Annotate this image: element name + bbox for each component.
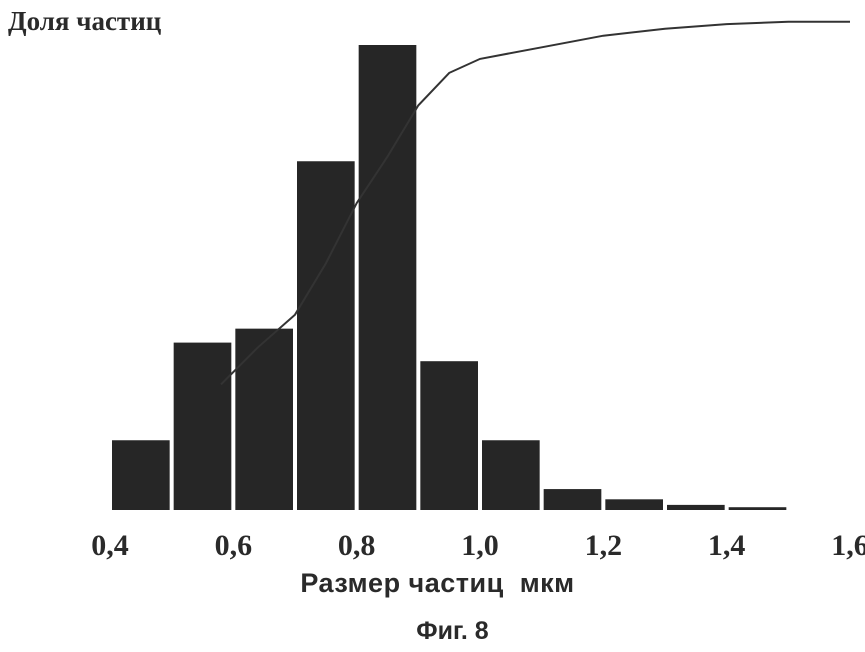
x-tick-label: 1,4 xyxy=(708,529,746,560)
bars-group xyxy=(112,45,786,510)
chart: 0,4 0,6 0,8 1,0 1,2 1,4 1,6 xyxy=(0,0,865,560)
figure-caption: Фиг. 8 xyxy=(0,617,865,646)
histogram-bar xyxy=(667,505,725,510)
histogram-bar xyxy=(729,507,787,510)
x-tick-label: 0,8 xyxy=(338,529,376,560)
x-tick-label: 0,4 xyxy=(91,529,129,560)
histogram-bar xyxy=(297,161,355,510)
x-tick-label: 1,0 xyxy=(461,529,499,560)
histogram-bar xyxy=(359,45,417,510)
histogram-bar xyxy=(112,440,170,510)
histogram-bar xyxy=(605,499,663,510)
x-tick-label: 1,2 xyxy=(585,529,623,560)
x-tick-labels: 0,4 0,6 0,8 1,0 1,2 1,4 1,6 xyxy=(91,529,865,560)
histogram-bar xyxy=(544,489,602,510)
x-tick-label: 1,6 xyxy=(831,529,865,560)
histogram-bar xyxy=(174,343,232,510)
x-axis-label: Размер частиц мкм xyxy=(0,568,865,599)
histogram-bar xyxy=(235,329,293,510)
histogram-bar xyxy=(420,361,478,510)
histogram-bar xyxy=(482,440,540,510)
x-tick-label: 0,6 xyxy=(215,529,253,560)
